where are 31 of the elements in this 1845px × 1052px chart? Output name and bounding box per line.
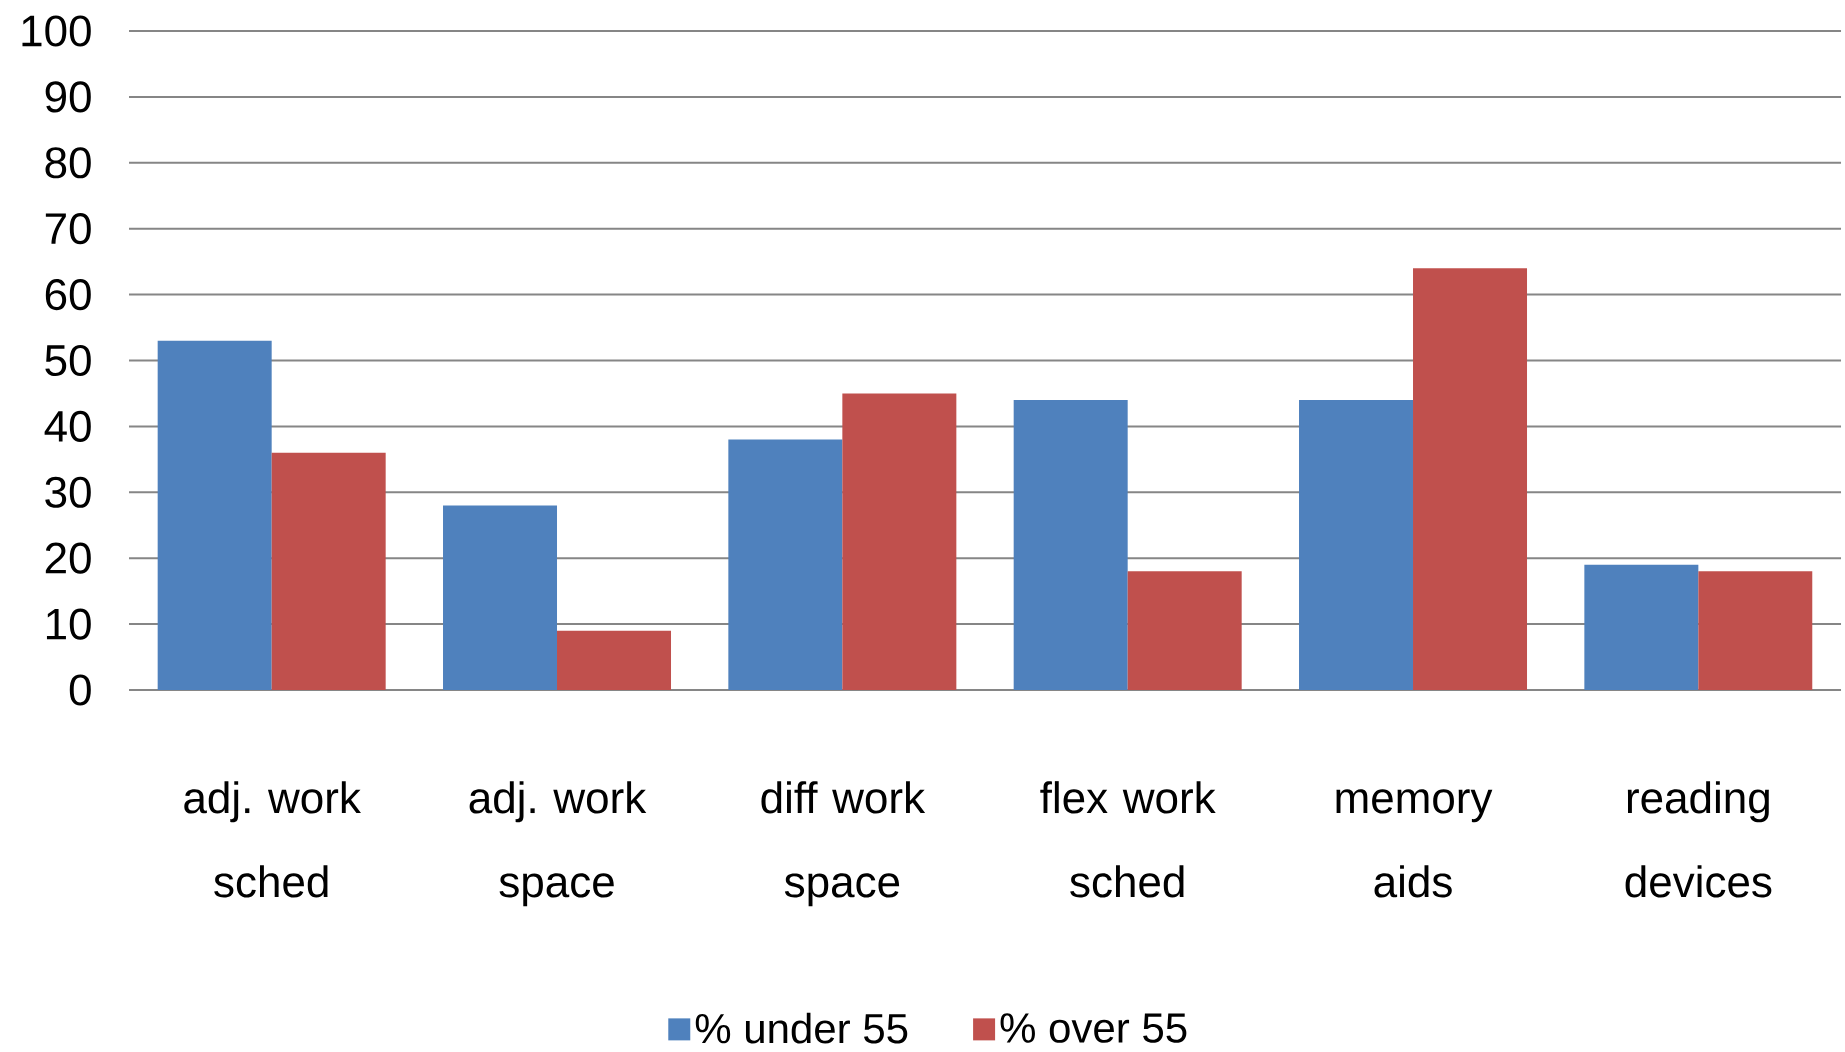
bar [1127, 571, 1242, 690]
bar [1698, 571, 1813, 690]
x-tick-label: reading devices [1625, 781, 1772, 898]
bar [1584, 564, 1699, 690]
legend-label: % under 55 [695, 1012, 908, 1044]
bar [1299, 400, 1414, 690]
y-tick-label: 90 [45, 81, 91, 113]
bar [557, 630, 672, 690]
y-tick-label: 60 [45, 278, 91, 311]
category-label: diff work space [761, 781, 926, 907]
y-tick-label: 40 [44, 410, 91, 442]
legend-label: % over 55 [1000, 1013, 1187, 1043]
x-tick-label: adj. work sched [184, 781, 361, 898]
x-tick-label: flex work sched [1040, 781, 1216, 898]
x-tick-label: memory aids [1336, 789, 1493, 898]
y-tick-label: 0 [69, 674, 91, 706]
y-tick-label: 50 [45, 344, 91, 377]
bar [271, 452, 386, 690]
bar [1013, 400, 1128, 690]
bar [1413, 268, 1528, 690]
bar [842, 393, 957, 690]
y-tick-label: 30 [45, 476, 91, 508]
y-tick-label: 20 [45, 542, 91, 574]
y-tick-label: 80 [45, 147, 91, 179]
x-tick-label: adj. work space [469, 781, 647, 907]
y-tick-label: 100 [22, 15, 91, 47]
bar [157, 340, 272, 690]
y-tick-label: 70 [45, 213, 91, 245]
y-tick-label: 10 [46, 608, 91, 640]
bar [728, 439, 843, 690]
bar [443, 505, 558, 690]
